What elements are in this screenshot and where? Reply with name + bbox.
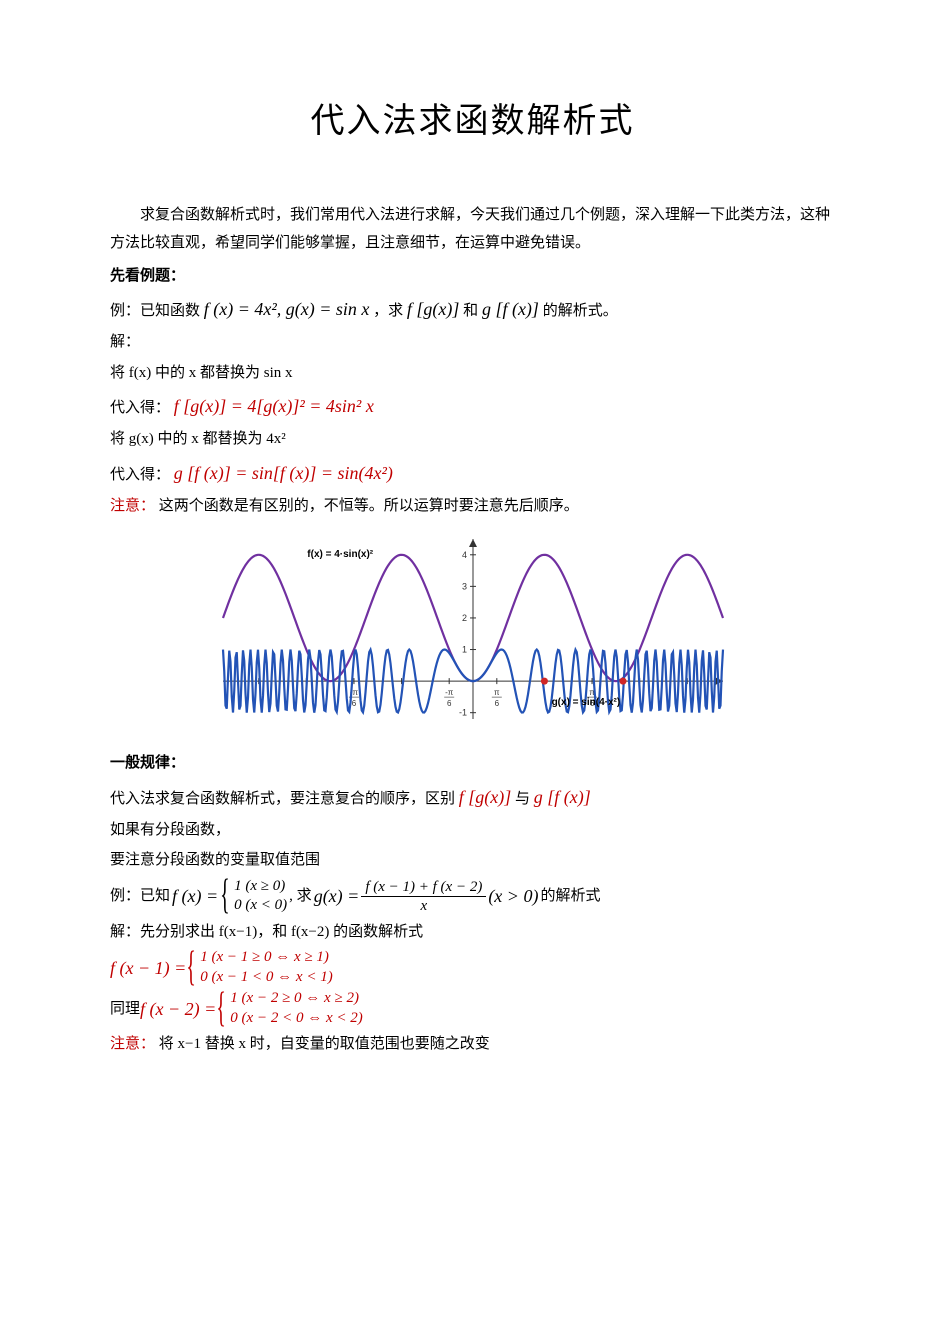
svg-text:-1: -1 [458, 707, 466, 717]
svg-text:4: 4 [461, 549, 466, 559]
piece: 0 (x − 2 < 0 ⇔ x < 2) [230, 1009, 362, 1029]
rule-line-1: 代入法求复合函数解析式，要注意复合的顺序，区别 f [g(x)] 与 g [f … [110, 780, 835, 814]
step-1: 将 f(x) 中的 x 都替换为 sin x [110, 359, 835, 388]
math-fx-lhs: f (x) = [172, 879, 218, 913]
text: 代入得： [110, 400, 170, 416]
piecewise-brace-fx: 1 (x ≥ 0) 0 (x < 0) [220, 877, 287, 916]
example2-prompt: 例：已知 f (x) = 1 (x ≥ 0) 0 (x < 0) , 求 g(x… [110, 877, 835, 916]
note-1: 注意： 这两个函数是有区别的，不恒等。所以运算时要注意先后顺序。 [110, 492, 835, 521]
piecewise-brace-fxm2: 1 (x − 2 ≥ 0 ⇔ x ≥ 2) 0 (x − 2 < 0 ⇔ x <… [216, 989, 362, 1028]
svg-text:-π: -π [445, 688, 454, 697]
svg-text:6: 6 [446, 699, 451, 708]
math-result-2: g [f (x)] = sin[f (x)] = sin(4x²) [174, 463, 393, 483]
math-funcs: f (x) = 4x², g(x) = sin x [204, 299, 370, 319]
math-fxm1-lhs: f (x − 1) = [110, 951, 186, 985]
fxm2-line: 同理 f (x − 2) = 1 (x − 2 ≥ 0 ⇔ x ≥ 2) 0 (… [110, 989, 835, 1028]
text: ，求 [373, 303, 407, 319]
math-cond: (x > 0) [488, 879, 538, 913]
intro-paragraph: 求复合函数解析式时，我们常用代入法进行求解，今天我们通过几个例题，深入理解一下此… [110, 201, 835, 258]
solve-label: 解： [110, 328, 835, 357]
math-gx-lhs: g(x) = [314, 879, 360, 913]
likewise-label: 同理 [110, 995, 140, 1024]
math-fg: f [g(x)] [407, 299, 460, 319]
svg-text:2: 2 [461, 613, 466, 623]
math-fxm2-lhs: f (x − 2) = [140, 992, 216, 1026]
piece: 1 (x − 1 ≥ 0 ⇔ x ≥ 1) [200, 948, 332, 968]
math-gf-2: g [f (x)] [534, 787, 591, 807]
example2-solve: 解：先分别求出 f(x−1)，和 f(x−2) 的函数解析式 [110, 918, 835, 947]
piecewise-brace-fxm1: 1 (x − 1 ≥ 0 ⇔ x ≥ 1) 0 (x − 1 < 0 ⇔ x <… [186, 948, 332, 987]
substitute-2: 代入得： g [f (x)] = sin[f (x)] = sin(4x²) [110, 456, 835, 490]
example1-prompt: 例：已知函数 f (x) = 4x², g(x) = sin x ，求 f [g… [110, 292, 835, 326]
substitute-1: 代入得： f [g(x)] = 4[g(x)]² = 4sin² x [110, 389, 835, 423]
math-gf: g [f (x)] [482, 299, 539, 319]
text: 例：已知 [110, 882, 170, 911]
text: 这两个函数是有区别的，不恒等。所以运算时要注意先后顺序。 [159, 498, 579, 514]
text: 将 g(x) 中的 x 都替换为 4x² [110, 431, 286, 447]
text: 例：已知函数 [110, 303, 204, 319]
svg-text:6: 6 [494, 699, 499, 708]
document-page: 代入法求函数解析式 求复合函数解析式时，我们常用代入法进行求解，今天我们通过几个… [0, 0, 945, 1121]
math-result-1: f [g(x)] = 4[g(x)]² = 4sin² x [174, 396, 374, 416]
math-fg-2: f [g(x)] [459, 787, 512, 807]
rule-line-2: 如果有分段函数， [110, 816, 835, 845]
svg-text:f(x) = 4·sin(x)²: f(x) = 4·sin(x)² [307, 548, 374, 559]
text: 与 [515, 791, 534, 807]
svg-text:π: π [494, 688, 500, 697]
text: 代入得： [110, 467, 170, 483]
text: 的解析式 [540, 882, 600, 911]
piece: 1 (x − 2 ≥ 0 ⇔ x ≥ 2) [230, 989, 362, 1009]
svg-text:3: 3 [461, 581, 466, 591]
svg-text:6: 6 [351, 699, 356, 708]
text: , 求 [289, 882, 312, 911]
svg-text:g(x) = sin(4·x²): g(x) = sin(4·x²) [551, 696, 620, 707]
text: 将 x−1 替换 x 时，自变量的取值范围也要随之改变 [159, 1036, 490, 1052]
denominator: x [361, 897, 486, 915]
text: 将 f(x) 中的 x 都替换为 sin x [110, 365, 293, 381]
fraction-gx: f (x − 1) + f (x − 2) x [361, 878, 486, 915]
numerator: f (x − 1) + f (x − 2) [361, 878, 486, 897]
chart-container: -11234-π6-π6π6π6f(x) = 4·sin(x)²g(x) = s… [110, 529, 835, 740]
svg-text:1: 1 [461, 644, 466, 654]
text: 和 [463, 303, 482, 319]
step-2: 将 g(x) 中的 x 都替换为 4x² [110, 425, 835, 454]
section-heading-examples: 先看例题： [110, 262, 835, 291]
rule-line-3: 要注意分段函数的变量取值范围 [110, 846, 835, 875]
page-title: 代入法求函数解析式 [110, 90, 835, 155]
piece: 0 (x < 0) [234, 896, 287, 916]
text: 代入法求复合函数解析式，要注意复合的顺序，区别 [110, 791, 459, 807]
section-heading-rules: 一般规律： [110, 749, 835, 778]
note-label: 注意： [110, 1036, 155, 1052]
text: 的解析式。 [543, 303, 618, 319]
function-chart: -11234-π6-π6π6π6f(x) = 4·sin(x)²g(x) = s… [213, 529, 733, 729]
piece: 1 (x ≥ 0) [234, 877, 287, 897]
note-label: 注意： [110, 498, 155, 514]
